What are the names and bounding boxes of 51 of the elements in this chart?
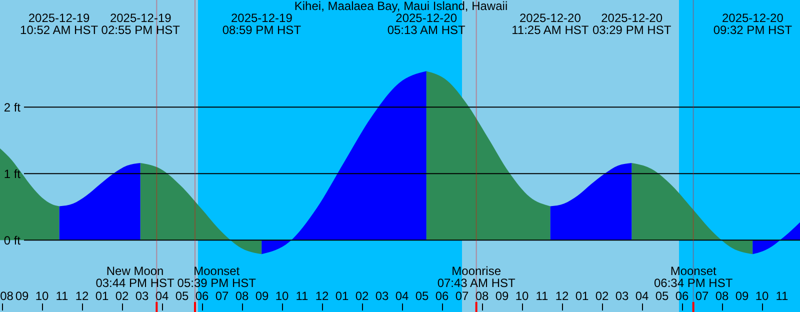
- annotation: 2025-12-20 05:13 AM HST: [387, 11, 466, 37]
- x-tick-label: 09: [255, 289, 269, 303]
- x-tick-label: 10: [755, 289, 769, 303]
- x-tick-label: 11: [56, 289, 69, 303]
- annotation: 2025-12-20 11:25 AM HST: [512, 11, 590, 37]
- annotation: 2025-12-20 03:29 PM HST: [592, 11, 672, 37]
- x-tick-label: 03: [375, 289, 389, 303]
- x-tick-label: 09: [735, 289, 749, 303]
- x-tick-label: 10: [515, 289, 529, 303]
- x-tick-label: 08: [235, 289, 249, 303]
- x-tick-label: 02: [115, 289, 129, 303]
- x-tick-label: 08: [715, 289, 729, 303]
- x-tick-label: 10: [275, 289, 289, 303]
- x-tick-label: 11: [296, 289, 309, 303]
- x-tick-label: 01: [335, 289, 349, 303]
- annotation: 2025-12-19 08:59 PM HST: [222, 11, 302, 37]
- x-tick-label: 11: [776, 289, 789, 303]
- x-tick-label: 08: [0, 289, 14, 303]
- x-tick-label: 04: [155, 289, 169, 303]
- x-tick-label: 03: [615, 289, 629, 303]
- ref-line-label: New Moon 03:44 PM HST: [96, 264, 176, 290]
- x-tick-label: 03: [135, 289, 149, 303]
- annotation: 2025-12-19 02:55 PM HST: [101, 11, 181, 37]
- x-tick-label: 09: [495, 289, 509, 303]
- annotation: 2025-12-20 09:32 PM HST: [713, 11, 793, 37]
- x-tick-label: 12: [555, 289, 569, 303]
- x-tick-label: 01: [95, 289, 109, 303]
- y-tick-label: 2 ft: [4, 100, 22, 115]
- x-tick-label: 07: [455, 289, 469, 303]
- x-tick-label: 04: [635, 289, 649, 303]
- x-tick-label: 05: [415, 289, 429, 303]
- x-tick-label: 05: [175, 289, 189, 303]
- x-tick-label: 02: [355, 289, 369, 303]
- x-tick-label: 02: [595, 289, 609, 303]
- x-tick-label: 06: [195, 289, 209, 303]
- x-tick-label: 05: [655, 289, 669, 303]
- chart-title: Kihei, Maalaea Bay, Maui Island, Hawaii: [294, 0, 508, 13]
- x-tick-label: 07: [695, 289, 709, 303]
- x-tick-label: 10: [35, 289, 49, 303]
- x-tick-label: 08: [475, 289, 489, 303]
- x-tick-label: 07: [215, 289, 229, 303]
- x-tick-label: 09: [15, 289, 29, 303]
- x-tick-label: 06: [675, 289, 689, 303]
- x-tick-label: 04: [395, 289, 409, 303]
- x-tick-label: 11: [536, 289, 549, 303]
- x-tick-label: 06: [435, 289, 449, 303]
- x-tick-label: 12: [75, 289, 89, 303]
- y-tick-label: 1 ft: [4, 167, 22, 182]
- x-tick-label: 01: [575, 289, 589, 303]
- annotation: 2025-12-19 10:52 AM HST: [20, 11, 99, 37]
- x-tick-label: 12: [315, 289, 329, 303]
